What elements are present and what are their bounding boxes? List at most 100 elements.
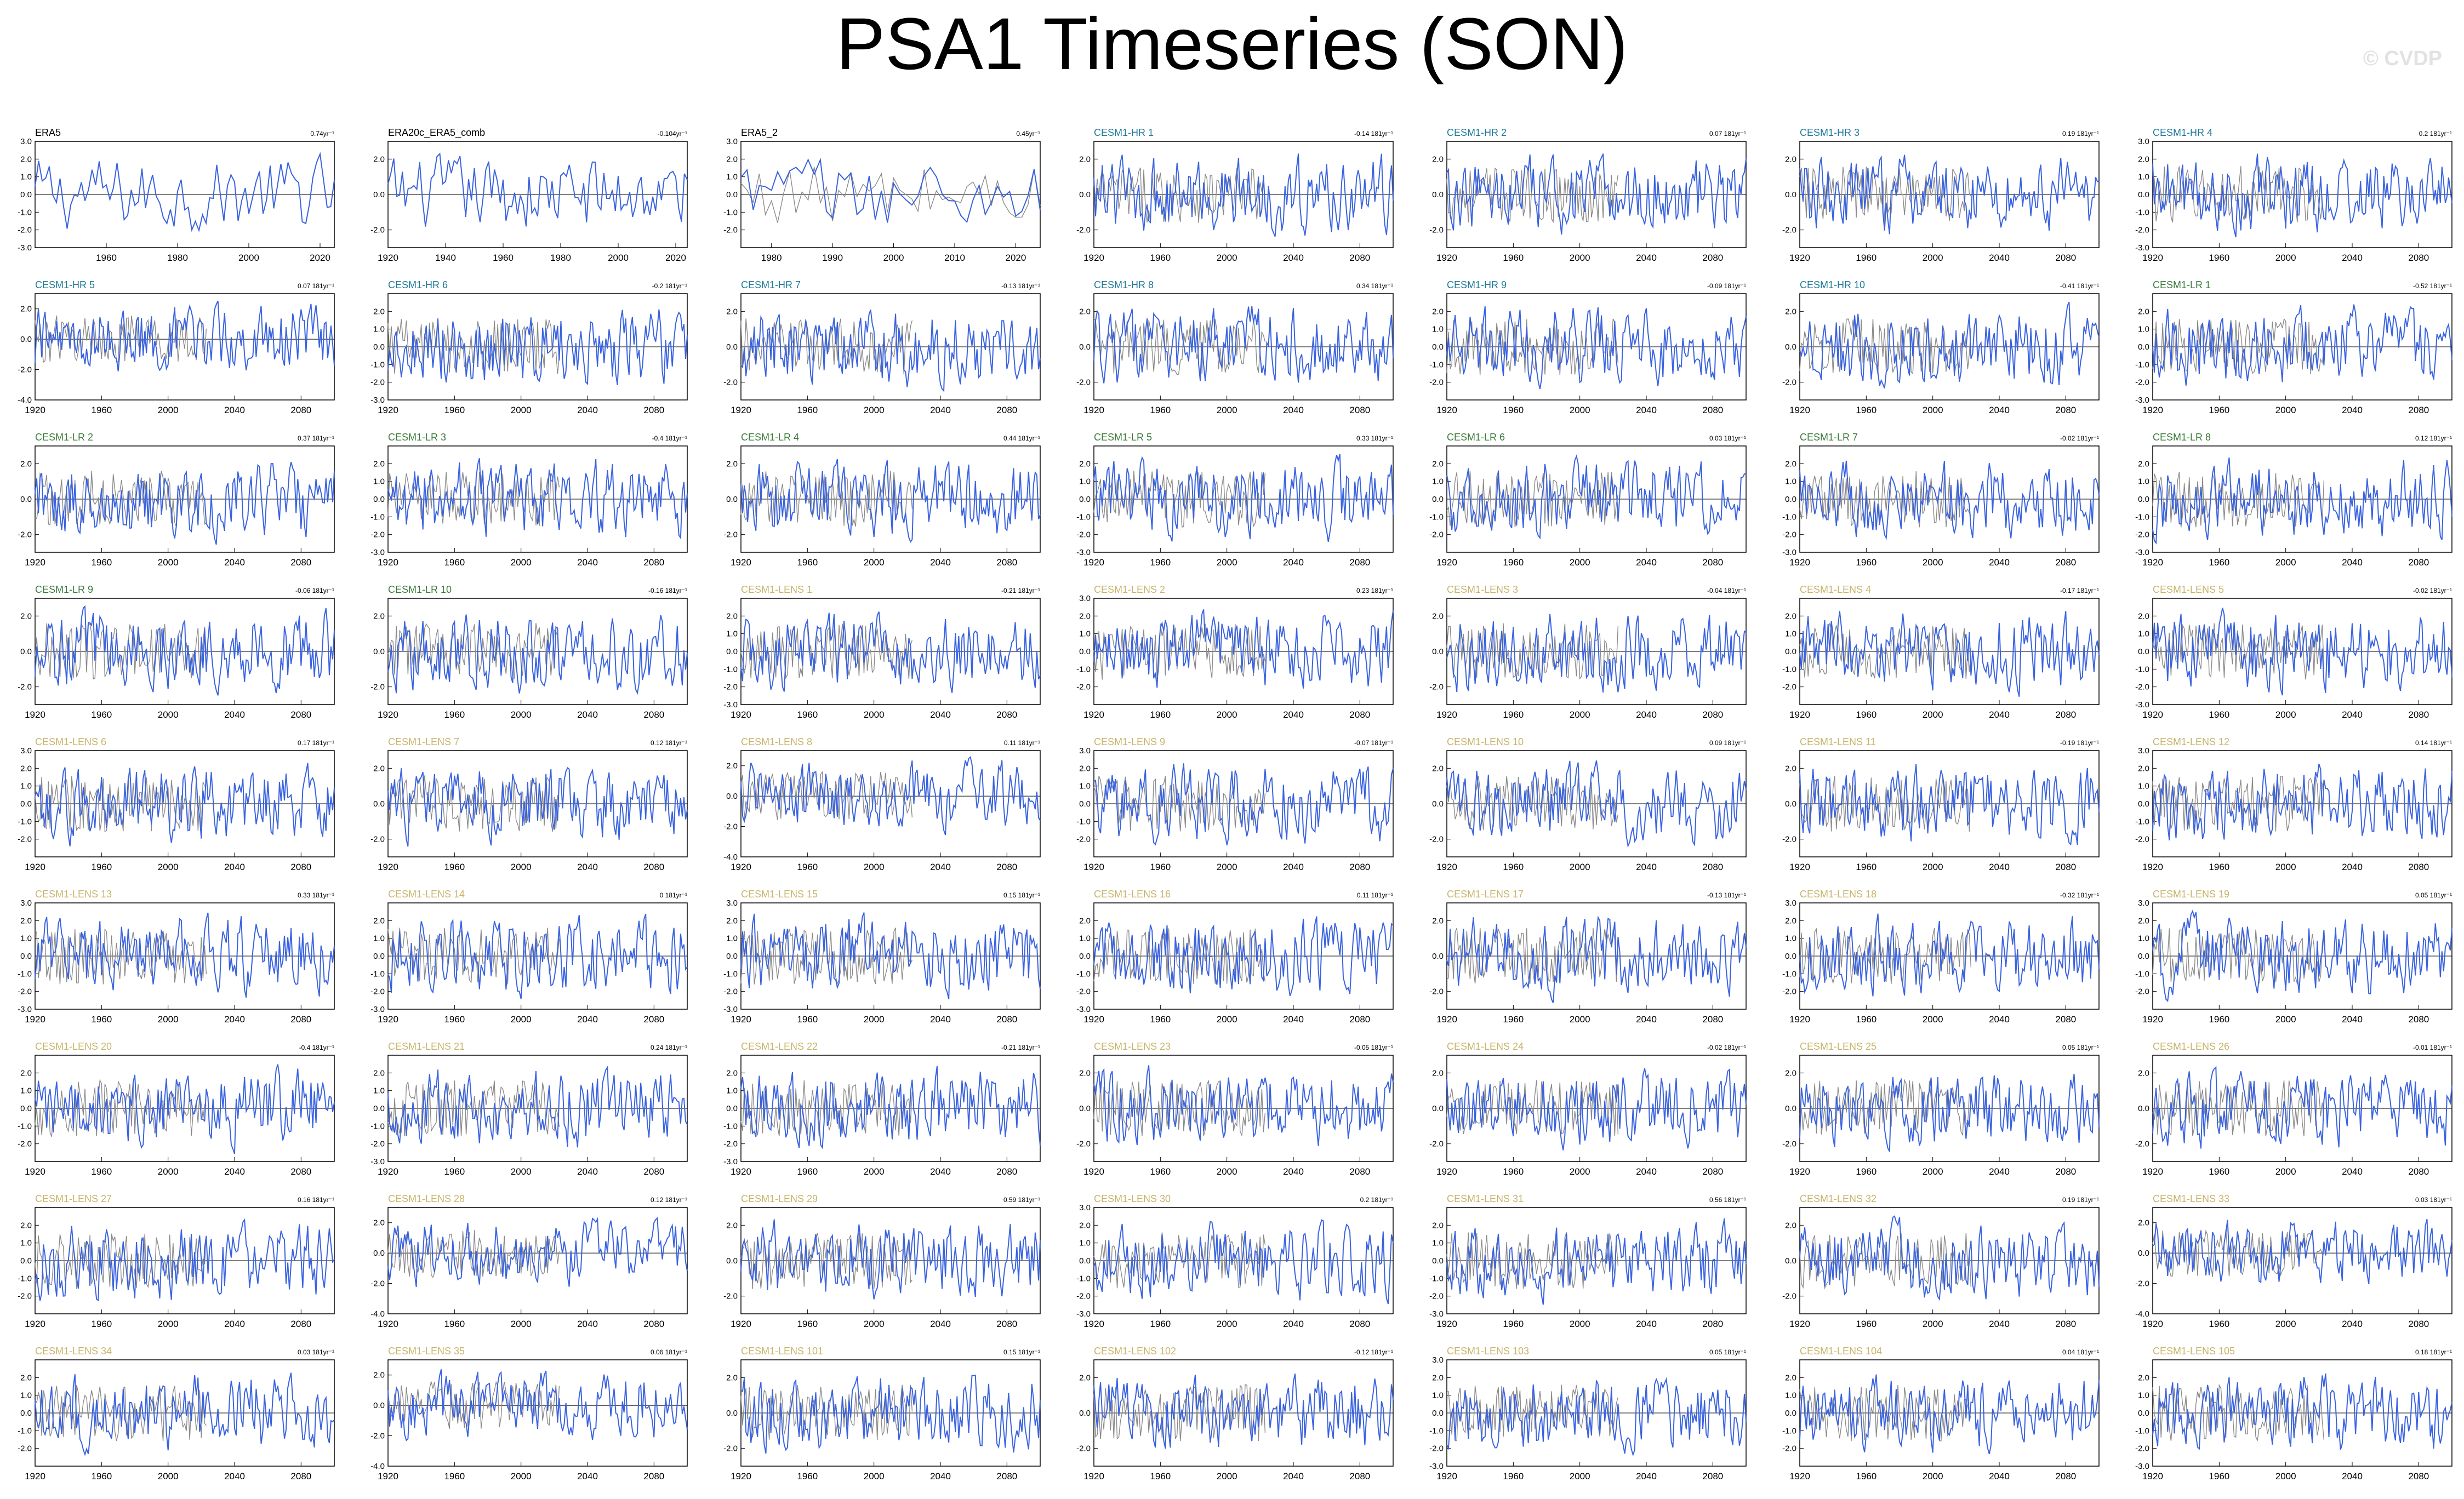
panel: CESM1-LENS 15 0.15 181yr⁻¹ 3.0 2.0 1.0 0.0 -1.… bbox=[723, 889, 1041, 1025]
x-tick-label: 1990 bbox=[822, 253, 843, 263]
x-tick-label: 2040 bbox=[577, 1014, 598, 1025]
y-tick-label: -2.0 bbox=[2135, 226, 2149, 235]
y-tick-label: -2.0 bbox=[370, 226, 385, 235]
panel: ERA20c_ERA5_comb -0.104yr⁻¹ 2.0 0.0 -2.0 1920… bbox=[370, 127, 688, 263]
y-tick-label: 2.0 bbox=[726, 1373, 738, 1382]
panel-trend: 0.2 181yr⁻¹ bbox=[2419, 130, 2452, 138]
panel-trend: 0.11 181yr⁻¹ bbox=[1004, 739, 1040, 747]
reference-line bbox=[387, 623, 560, 679]
y-tick-label: -3.0 bbox=[370, 548, 385, 557]
y-tick-label: 2.0 bbox=[1785, 459, 1796, 468]
x-tick-label: 2080 bbox=[996, 1471, 1017, 1481]
x-tick-label: 1920 bbox=[1789, 1166, 1810, 1177]
x-tick-label: 2080 bbox=[996, 710, 1017, 720]
series-line bbox=[2152, 1066, 2452, 1149]
panel-trend: -0.21 181yr⁻¹ bbox=[1001, 587, 1040, 594]
x-tick-label: 2000 bbox=[2275, 253, 2296, 263]
panel-title: CESM1-HR 1 bbox=[1094, 127, 1154, 138]
series-line bbox=[1093, 306, 1394, 384]
panel-trend: -0.06 181yr⁻¹ bbox=[295, 587, 334, 594]
panel-title: CESM1-LENS 25 bbox=[1800, 1041, 1876, 1052]
x-tick-label: 2040 bbox=[1989, 1471, 2010, 1481]
x-tick-label: 1920 bbox=[2142, 710, 2163, 720]
y-tick-label: -2.0 bbox=[1782, 1292, 1796, 1301]
panel-trend: 0.06 181yr⁻¹ bbox=[651, 1348, 687, 1356]
x-tick-label: 1960 bbox=[2209, 1471, 2229, 1481]
y-tick-label: 0.0 bbox=[726, 1409, 738, 1418]
x-tick-label: 2040 bbox=[1989, 710, 2010, 720]
series-line bbox=[1446, 153, 1747, 235]
y-tick-label: -1.0 bbox=[2135, 665, 2149, 674]
y-tick-label: -2.0 bbox=[18, 835, 32, 844]
panel-trend: 0.05 181yr⁻¹ bbox=[2415, 891, 2452, 899]
y-tick-label: -4.0 bbox=[18, 396, 32, 405]
panel-title: CESM1-LENS 9 bbox=[1094, 736, 1165, 747]
x-tick-label: 1920 bbox=[731, 557, 751, 568]
y-tick-label: 2.0 bbox=[2138, 1218, 2149, 1228]
y-tick-label: -2.0 bbox=[2135, 987, 2149, 997]
y-tick-label: -1.0 bbox=[18, 1122, 32, 1131]
x-tick-label: 1960 bbox=[797, 1471, 818, 1481]
series-line bbox=[387, 152, 688, 227]
panel-title: CESM1-LENS 28 bbox=[388, 1193, 465, 1204]
x-tick-label: 2000 bbox=[511, 1319, 532, 1329]
x-tick-label: 1960 bbox=[1503, 1319, 1524, 1329]
y-tick-label: -2.0 bbox=[1782, 530, 1796, 540]
x-tick-label: 2000 bbox=[1923, 1014, 1943, 1025]
reference-line bbox=[1093, 1384, 1266, 1441]
x-tick-label: 1920 bbox=[1789, 405, 1810, 415]
y-tick-label: 2.0 bbox=[2138, 611, 2149, 621]
x-tick-label: 1920 bbox=[2142, 1319, 2163, 1329]
panel-trend: -0.04 181yr⁻¹ bbox=[1707, 587, 1746, 594]
x-tick-label: 1920 bbox=[1083, 1319, 1104, 1329]
panel-title: CESM1-HR 10 bbox=[1800, 279, 1865, 290]
panel-title: CESM1-LENS 20 bbox=[35, 1041, 112, 1052]
y-tick-label: -4.0 bbox=[370, 1309, 385, 1319]
y-tick-label: 2.0 bbox=[1079, 1373, 1091, 1382]
reference-line bbox=[740, 623, 913, 679]
x-tick-label: 2000 bbox=[1923, 253, 1943, 263]
y-tick-label: -2.0 bbox=[1076, 1292, 1091, 1301]
x-tick-label: 2040 bbox=[1283, 1166, 1304, 1177]
panel: CESM1-LENS 27 0.16 181yr⁻¹ 2.0 1.0 0.0 -1.0 -2… bbox=[18, 1193, 335, 1329]
x-tick-label: 1920 bbox=[378, 1014, 398, 1025]
y-tick-label: 0.0 bbox=[1785, 799, 1796, 809]
x-tick-label: 1980 bbox=[550, 253, 571, 263]
x-tick-label: 2080 bbox=[2055, 710, 2076, 720]
y-tick-label: 0.0 bbox=[2138, 190, 2149, 199]
x-tick-label: 2080 bbox=[2408, 1014, 2429, 1025]
panel-trend: -0.52 181yr⁻¹ bbox=[2413, 282, 2452, 290]
y-tick-label: 0.0 bbox=[373, 495, 385, 504]
reference-line bbox=[1446, 1232, 1619, 1289]
panel-title: ERA20c_ERA5_comb bbox=[388, 127, 485, 139]
reference-line bbox=[1093, 623, 1266, 680]
series-line bbox=[387, 913, 688, 999]
x-tick-label: 2040 bbox=[1636, 1319, 1657, 1329]
y-tick-label: -1.0 bbox=[18, 208, 32, 217]
x-tick-label: 2040 bbox=[1636, 1166, 1657, 1177]
panel-trend: -0.01 181yr⁻¹ bbox=[2413, 1044, 2452, 1051]
y-tick-label: -2.0 bbox=[1076, 987, 1091, 997]
x-tick-label: 2080 bbox=[290, 862, 311, 872]
x-tick-label: 2040 bbox=[930, 710, 951, 720]
panel-title: CESM1-LENS 7 bbox=[388, 736, 459, 747]
series-line bbox=[387, 614, 688, 695]
y-tick-label: 2.0 bbox=[726, 916, 738, 925]
panel: CESM1-LENS 105 0.18 181yr⁻¹ 2.0 1.0 0.0 -1.0 -… bbox=[2135, 1346, 2452, 1481]
panel: CESM1-LENS 8 0.11 181yr⁻¹2.00.0-2.0-4.019… bbox=[723, 736, 1041, 872]
watermark: © CVDP bbox=[2363, 47, 2442, 70]
x-tick-label: 1960 bbox=[444, 1014, 465, 1025]
x-tick-label: 2010 bbox=[944, 253, 965, 263]
y-tick-label: 2.0 bbox=[1785, 1373, 1796, 1382]
panel: ERA5 0.74yr⁻¹ 3.0 2.0 1.0 0.0 -1.0 -2.0 -3.0 1960… bbox=[18, 127, 335, 263]
x-tick-label: 1920 bbox=[1436, 862, 1457, 872]
panel: CESM1-LENS 9 -0.07 181yr⁻¹ 3.0 2.0 1.0 0.0 -1.… bbox=[1076, 736, 1394, 872]
y-tick-label: 0.0 bbox=[20, 1409, 32, 1418]
panel-title: CESM1-LR 8 bbox=[2153, 432, 2211, 443]
y-tick-label: 0.0 bbox=[1432, 1256, 1444, 1266]
x-tick-label: 1960 bbox=[2209, 1166, 2229, 1177]
y-tick-label: -1.0 bbox=[1076, 969, 1091, 979]
panel-title: CESM1-LENS 23 bbox=[1094, 1041, 1171, 1052]
series-line bbox=[1446, 1218, 1747, 1305]
panel: CESM1-LENS 14 0 181yr⁻¹ 2.0 1.0 0.0 -1.0 -2.0 -… bbox=[370, 889, 688, 1025]
